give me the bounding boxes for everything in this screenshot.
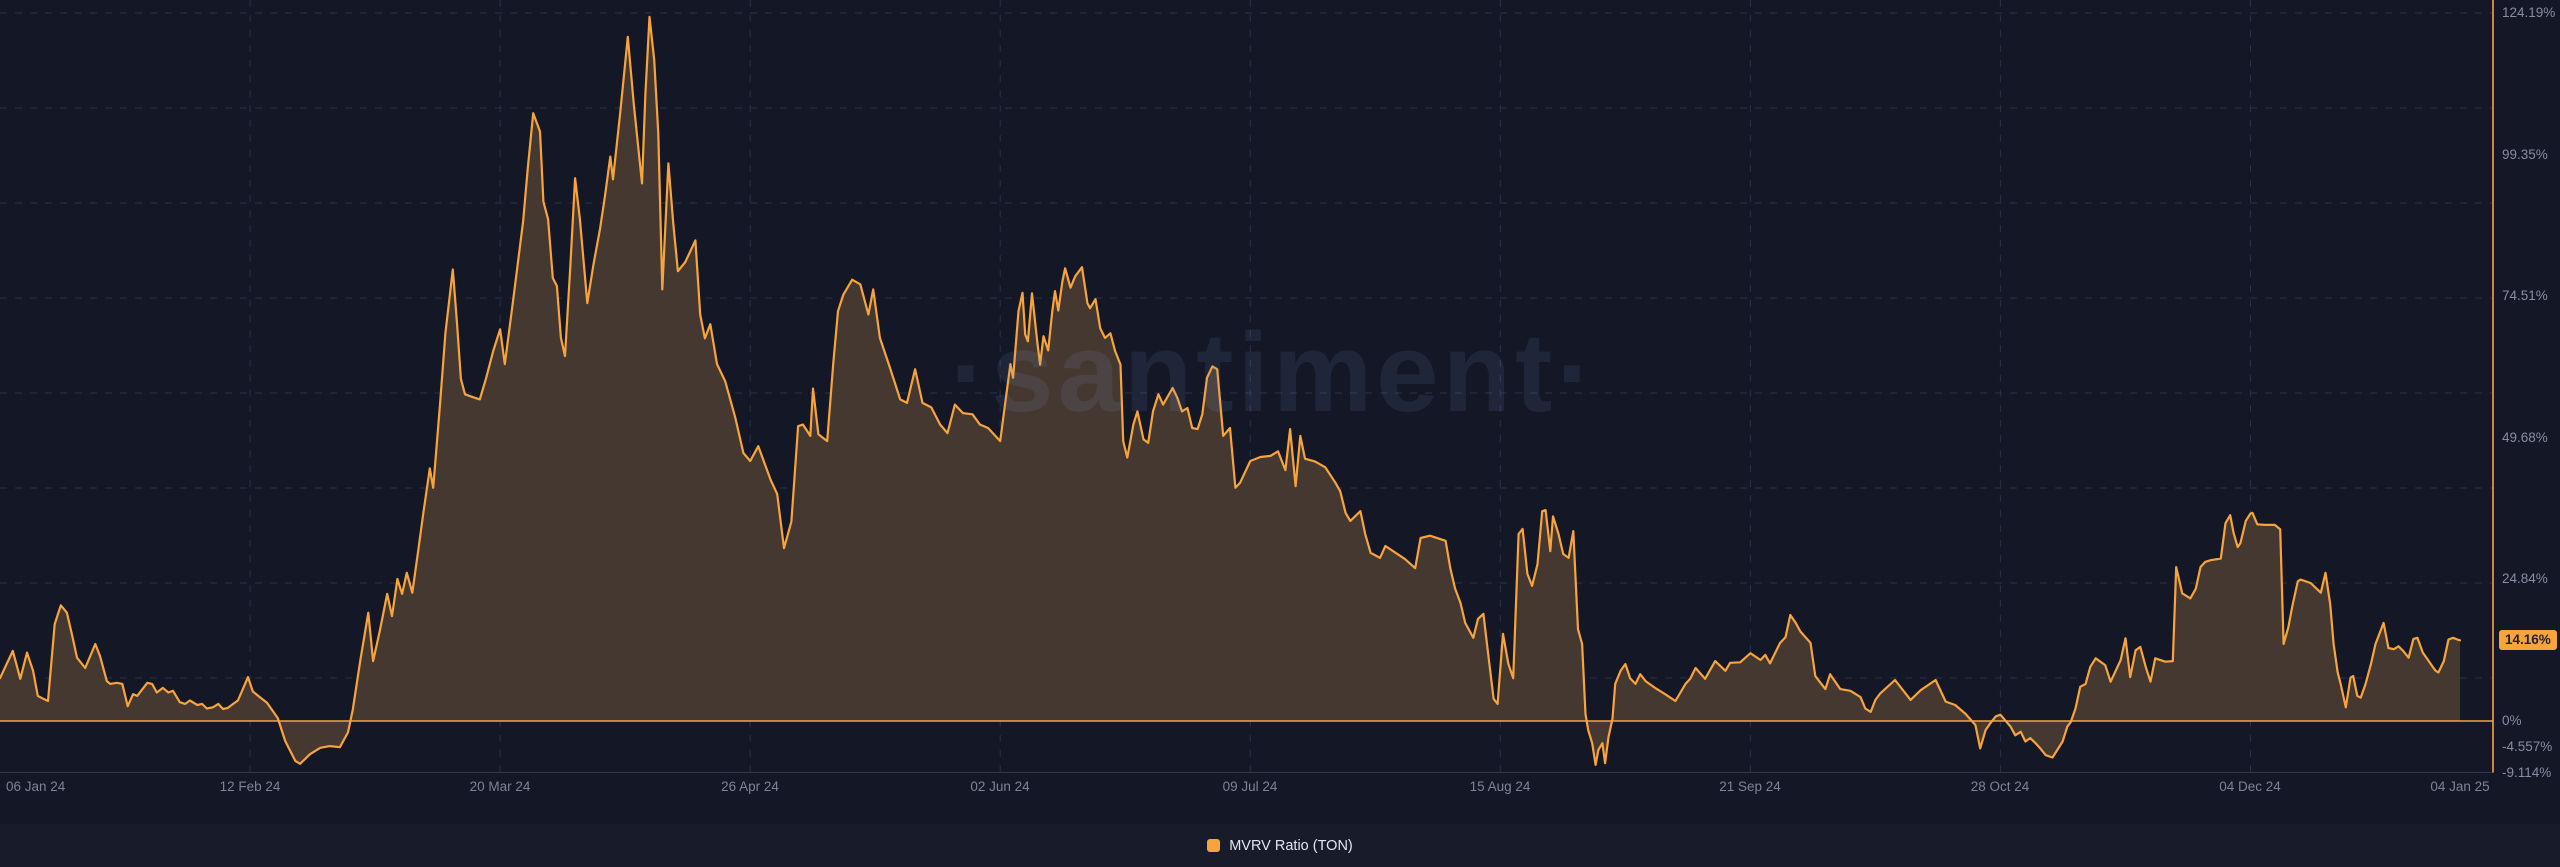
x-axis-label: 04 Jan 25 — [2430, 779, 2490, 794]
x-axis-label: 15 Aug 24 — [1469, 779, 1531, 794]
legend-item-mvrv[interactable]: MVRV Ratio (TON) — [1207, 838, 1353, 854]
x-axis-label: 04 Dec 24 — [2219, 779, 2281, 794]
series-area — [0, 16, 2460, 765]
x-axis-label: 12 Feb 24 — [219, 779, 281, 794]
y-axis-label: 74.51% — [2502, 288, 2548, 303]
y-axis-label: 99.35% — [2502, 147, 2548, 162]
y-axis-label: 24.84% — [2502, 571, 2548, 586]
y-axis-label: -9.114% — [2502, 765, 2552, 780]
x-axis-label: 26 Apr 24 — [721, 779, 779, 794]
x-axis-label: 06 Jan 24 — [6, 779, 66, 794]
x-axis-label: 28 Oct 24 — [1970, 779, 2030, 794]
series-line — [0, 15, 2462, 766]
y-axis-label: -4.557% — [2502, 739, 2553, 754]
x-axis-label: 20 Mar 24 — [469, 779, 531, 794]
x-axis-label: 02 Jun 24 — [970, 779, 1030, 794]
y-axis-label: 124.19% — [2502, 5, 2556, 20]
legend-swatch-icon — [1207, 839, 1221, 852]
y-axis-label: 0% — [2502, 713, 2522, 728]
current-value-badge: 14.16% — [2499, 630, 2557, 650]
x-axis-label: 09 Jul 24 — [1222, 779, 1278, 794]
legend-label: MVRV Ratio (TON) — [1229, 837, 1353, 854]
x-axis-label: 21 Sep 24 — [1719, 779, 1781, 794]
legend-bar: MVRV Ratio (TON) — [0, 824, 2560, 867]
y-axis-label: 49.68% — [2502, 430, 2548, 445]
